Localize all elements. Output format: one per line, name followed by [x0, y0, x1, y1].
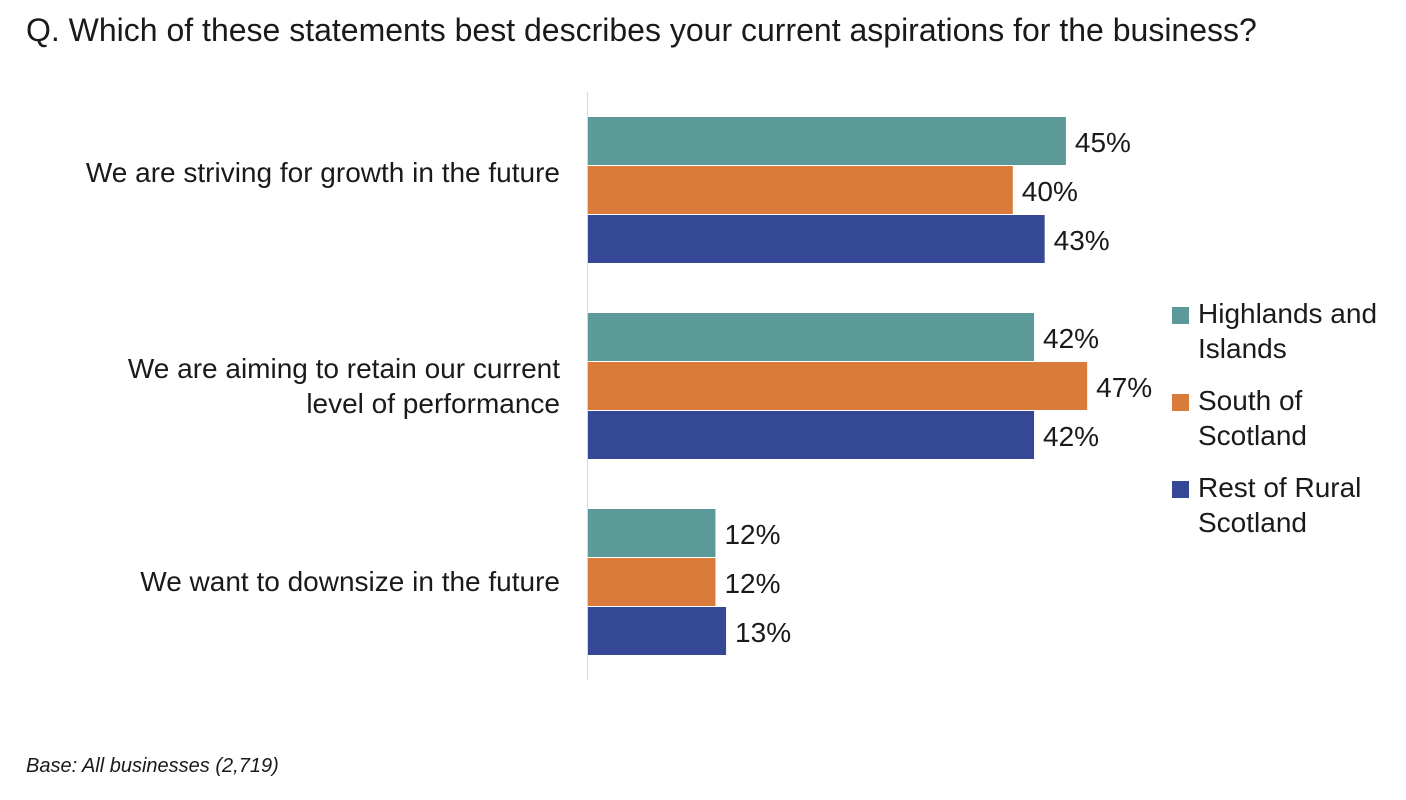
question-prefix: Q. — [26, 12, 60, 48]
legend-label: Highlands and Islands — [1198, 298, 1378, 364]
question-title: Q. Which of these statements best descri… — [26, 12, 1257, 49]
legend-item: Rest of Rural Scotland — [1172, 470, 1398, 540]
category-label: We want to downsize in the future — [140, 566, 560, 597]
bar — [588, 313, 1035, 361]
bar — [588, 607, 727, 655]
data-labels-group: 45% 40% 43% 42% 47% 42% 12% 12% 13% — [724, 127, 1152, 648]
bar — [588, 411, 1035, 459]
bar — [588, 215, 1045, 263]
data-label: 12% — [724, 519, 780, 550]
legend-swatch — [1172, 307, 1189, 324]
bar — [588, 558, 716, 606]
data-label: 13% — [735, 617, 791, 648]
bar — [588, 117, 1066, 165]
data-label: 42% — [1043, 421, 1099, 452]
category-label: We are aiming to retain our current leve… — [127, 353, 560, 419]
chart-legend: Highlands and Islands South of Scotland … — [1172, 296, 1398, 557]
bar — [588, 509, 716, 557]
question-text: Which of these statements best describes… — [68, 12, 1257, 48]
bar — [588, 362, 1088, 410]
legend-label: Rest of Rural Scotland — [1198, 472, 1362, 538]
bars-group — [588, 117, 1088, 655]
data-label: 43% — [1054, 225, 1110, 256]
data-label: 47% — [1096, 372, 1152, 403]
data-label: 45% — [1075, 127, 1131, 158]
legend-swatch — [1172, 394, 1189, 411]
category-label: We are striving for growth in the future — [85, 157, 560, 188]
data-label: 40% — [1022, 176, 1078, 207]
legend-swatch — [1172, 481, 1189, 498]
legend-label: South of Scotland — [1198, 385, 1307, 451]
base-footnote: Base: All businesses (2,719) — [26, 755, 279, 777]
data-label: 42% — [1043, 323, 1099, 354]
legend-item: South of Scotland — [1172, 383, 1398, 453]
bar — [588, 166, 1013, 214]
legend-item: Highlands and Islands — [1172, 296, 1398, 366]
data-label: 12% — [724, 568, 780, 599]
